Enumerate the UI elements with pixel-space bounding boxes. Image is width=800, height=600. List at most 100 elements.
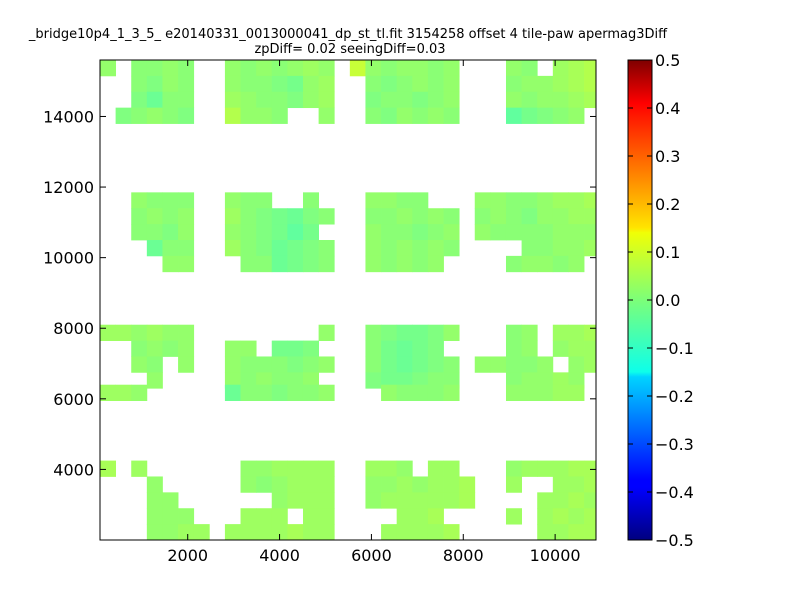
heatmap-cell (318, 524, 335, 541)
heatmap-cell (224, 240, 241, 257)
colorbar-tick-label: 0.5 (655, 51, 680, 70)
heatmap-cell (162, 524, 179, 541)
heatmap-cell (568, 384, 585, 401)
heatmap-cell (178, 107, 195, 124)
heatmap-cell (162, 255, 179, 273)
x-tick-label: 2000 (167, 546, 208, 565)
heatmap-cell (365, 460, 382, 477)
heatmap-cell (365, 75, 382, 93)
heatmap-cell (178, 91, 195, 109)
heatmap-cell (381, 192, 398, 209)
heatmap-cell (412, 192, 429, 209)
heatmap-cell (162, 192, 179, 209)
heatmap-cell (100, 460, 117, 477)
heatmap-cell (302, 492, 319, 509)
heatmap-cell (240, 91, 257, 109)
heatmap-cell (505, 372, 522, 389)
heatmap-cell (302, 255, 319, 273)
heatmap-cell (365, 240, 382, 257)
heatmap-cell (381, 460, 398, 477)
heatmap-cell (146, 75, 163, 93)
heatmap-cell (584, 240, 597, 257)
chart-title-line-2: zpDiff= 0.02 seeingDiff=0.03 (254, 42, 445, 57)
heatmap-cell (396, 60, 413, 77)
heatmap-cell (505, 476, 522, 493)
colorbar-tick-label: 0.4 (655, 99, 680, 118)
heatmap-cell (240, 384, 257, 401)
heatmap-cell (302, 340, 319, 357)
heatmap-cell (162, 60, 179, 77)
heatmap-cell (568, 255, 585, 273)
heatmap-cell (287, 372, 304, 389)
heatmap-cell (443, 107, 460, 124)
heatmap-cell (396, 340, 413, 357)
heatmap-cell (521, 91, 538, 109)
heatmap-cell (365, 340, 382, 357)
heatmap-cell (178, 240, 195, 257)
heatmap-cell (537, 255, 554, 273)
heatmap-cell (568, 372, 585, 389)
heatmap-cell (568, 60, 585, 77)
colorbar-tick-label: −0.3 (655, 435, 694, 454)
heatmap-cell (381, 372, 398, 389)
heatmap-cell (552, 340, 569, 357)
colorbar-tick-label: −0.5 (655, 531, 694, 550)
heatmap-cell (584, 324, 597, 341)
heatmap-cell (412, 240, 429, 257)
heatmap-cell (318, 324, 335, 341)
heatmap-cell (552, 324, 569, 341)
heatmap-cell (318, 356, 335, 373)
heatmap-cell (100, 324, 117, 341)
heatmap-cell (552, 91, 569, 109)
heatmap-cell (568, 240, 585, 257)
heatmap-cell (490, 192, 507, 209)
heatmap-cell (131, 324, 148, 341)
heatmap-cell (240, 60, 257, 77)
heatmap-cell (224, 91, 241, 109)
heatmap-cell (412, 60, 429, 77)
heatmap-cell (584, 460, 597, 477)
heatmap-cell (287, 208, 304, 225)
heatmap-cell (256, 524, 273, 541)
heatmap-cell (146, 492, 163, 509)
colorbar-tick-label: 0.2 (655, 195, 680, 214)
y-tick-label: 14000 (43, 107, 94, 126)
heatmap-cell (427, 60, 444, 77)
heatmap-cell (365, 255, 382, 273)
heatmap-cell (318, 91, 335, 109)
heatmap-cell (381, 492, 398, 509)
heatmap-cell (302, 192, 319, 209)
heatmap-cell (396, 508, 413, 525)
heatmap-cell (505, 60, 522, 77)
heatmap-cell (287, 91, 304, 109)
heatmap-cell (537, 192, 554, 209)
heatmap-cell (256, 508, 273, 525)
heatmap-cell (287, 224, 304, 241)
heatmap-cell (131, 60, 148, 77)
heatmap-cell (271, 492, 288, 509)
heatmap-cell (427, 240, 444, 257)
heatmap-cell (365, 107, 382, 124)
heatmap-cell (365, 224, 382, 241)
heatmap-cell (318, 240, 335, 257)
heatmap-cell (318, 60, 335, 77)
heatmap-cell (162, 208, 179, 225)
heatmap-cell (256, 75, 273, 93)
heatmap-cell (412, 372, 429, 389)
heatmap-cell (427, 384, 444, 401)
heatmap-cell (568, 192, 585, 209)
plot-frame (99, 59, 597, 541)
heatmap-cell (224, 372, 241, 389)
heatmap-cell (146, 192, 163, 209)
heatmap-cell (584, 356, 597, 373)
heatmap-cell (521, 240, 538, 257)
heatmap-cell (505, 340, 522, 357)
heatmap-cell (427, 460, 444, 477)
heatmap-cell (240, 476, 257, 493)
heatmap-cell (412, 524, 429, 541)
heatmap-cell (162, 492, 179, 509)
heatmap-cell (443, 372, 460, 389)
heatmap-cell (396, 492, 413, 509)
heatmap-cell (521, 75, 538, 93)
heatmap-cell (162, 240, 179, 257)
